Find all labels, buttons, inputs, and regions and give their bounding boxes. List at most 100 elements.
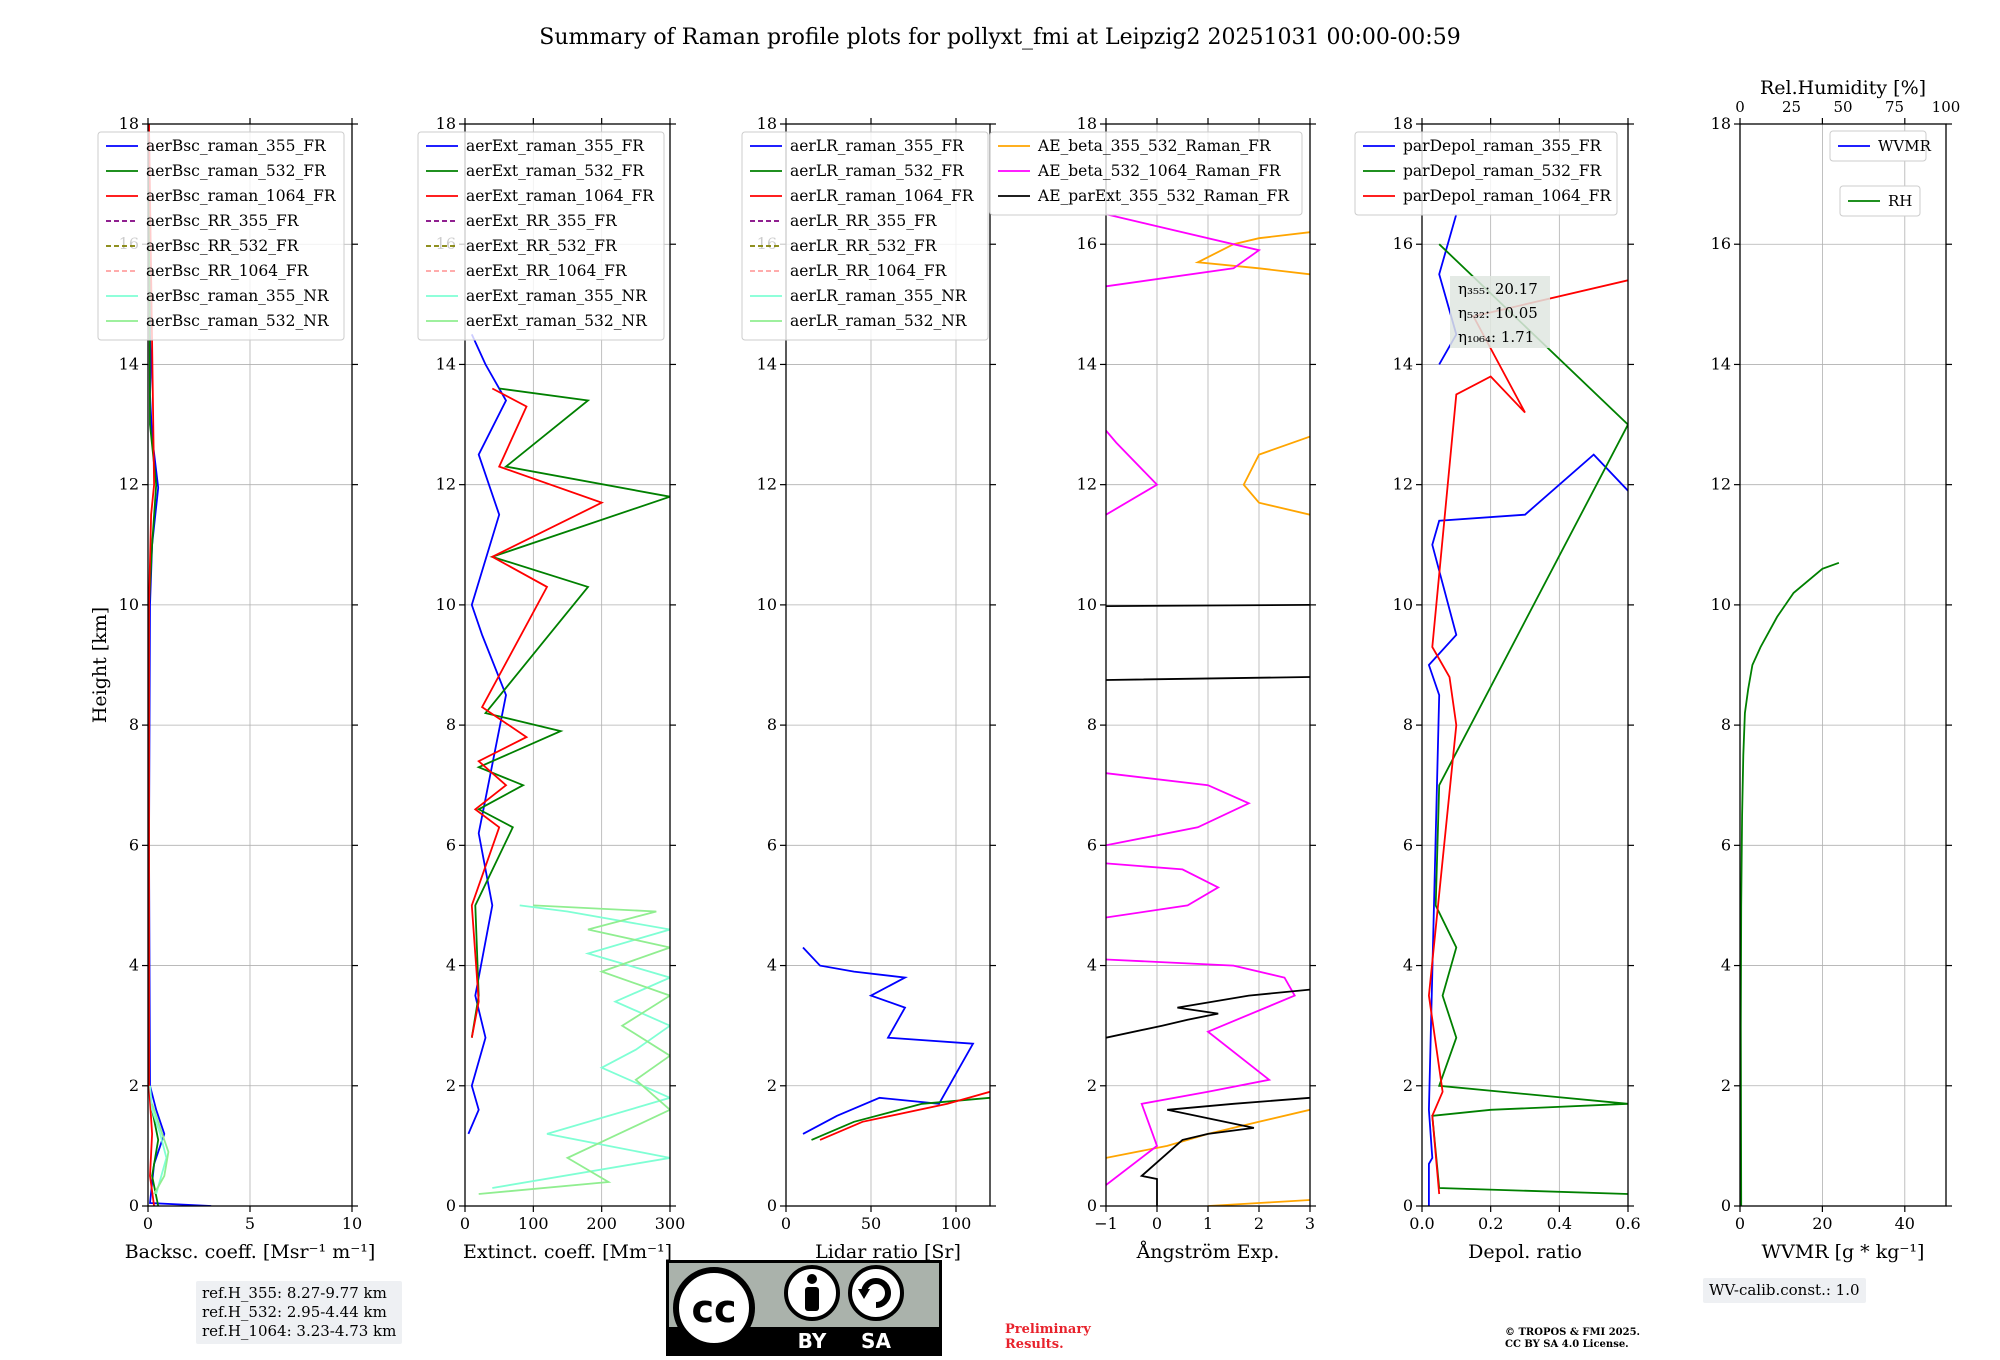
copyright-line-1: © TROPOS & FMI 2025. <box>1505 1327 1641 1338</box>
series-group <box>1427 213 1628 1206</box>
copyright-note: © TROPOS & FMI 2025. CC BY SA 4.0 Licens… <box>1505 1327 1640 1351</box>
y-tick-label: 6 <box>767 835 777 854</box>
y-tick-label: 16 <box>1393 234 1413 253</box>
y-tick-label: 12 <box>757 475 777 494</box>
y-tick-label: 12 <box>119 475 139 494</box>
legend-box <box>1829 130 1927 162</box>
axes-frame <box>1739 123 1947 1207</box>
legend-label: aerBsc_raman_532_FR <box>146 162 327 180</box>
legend-label: AE_beta_355_532_Raman_FR <box>1037 137 1272 155</box>
y-tick-label: 10 <box>436 595 456 614</box>
person-body-icon <box>805 1287 819 1311</box>
y-tick-label: 8 <box>1403 715 1413 734</box>
x-tick-label: 1 <box>1203 1214 1213 1233</box>
y-tick-label: 18 <box>1077 114 1097 133</box>
y-tick-label: 6 <box>129 835 139 854</box>
axes-frame <box>1421 123 1629 1207</box>
y-tick-label: 0 <box>1721 1196 1731 1215</box>
y-tick-label: 10 <box>1393 595 1413 614</box>
person-head-icon <box>807 1274 817 1284</box>
y-tick-label: 4 <box>1087 956 1097 975</box>
series-line-aerbsc-raman-532-nr <box>151 1103 170 1195</box>
y-tick-label: 4 <box>1403 956 1413 975</box>
series-line-aerext-raman-532-fr <box>470 387 670 1038</box>
y-tick-label: 14 <box>1077 354 1097 373</box>
y-tick-label: 14 <box>119 354 139 373</box>
x-axis-label: Lidar ratio [Sr] <box>815 1241 961 1263</box>
legend-box <box>741 131 989 341</box>
legend-label: aerLR_RR_355_FR <box>790 212 938 230</box>
top-x-tick-label: 50 <box>1833 98 1852 116</box>
eta-annotation: η₁₀₆₄: 1.71 <box>1458 328 1534 346</box>
y-tick-label: 4 <box>1721 956 1731 975</box>
y-tick-label: 2 <box>1721 1076 1731 1095</box>
series-group <box>1106 213 1310 1206</box>
panel-3: 050100024681012141618Lidar ratio [Sr]aer… <box>741 114 996 1263</box>
legend-label: parDepol_raman_532_FR <box>1403 162 1603 180</box>
y-tick-label: 6 <box>1087 835 1097 854</box>
legend-label: aerExt_raman_532_FR <box>466 162 645 180</box>
cc-sa-label: SA <box>861 1329 891 1353</box>
top-x-tick-label: 25 <box>1782 98 1801 116</box>
share-alike-arrow-icon <box>858 1289 870 1299</box>
legend-label: aerBsc_RR_1064_FR <box>146 262 310 280</box>
y-tick-label: 2 <box>767 1076 777 1095</box>
y-tick-label: 10 <box>1077 595 1097 614</box>
y-tick-label: 0 <box>1087 1196 1097 1215</box>
series-line-ae-beta-532-1064-raman-fr <box>1106 213 1296 1186</box>
share-alike-arc-icon <box>861 1278 891 1308</box>
y-tick-label: 2 <box>129 1076 139 1095</box>
series-line-aerext-raman-1064-fr <box>470 387 605 1038</box>
x-tick-label: 20 <box>1812 1214 1832 1233</box>
share-alike-icon <box>848 1265 904 1321</box>
y-tick-label: 18 <box>119 114 139 133</box>
y-tick-label: 8 <box>1721 715 1731 734</box>
copyright-line-2: CC BY SA 4.0 License. <box>1505 1339 1629 1350</box>
panel-5: 0.0 0.2 0.4 0.6 0 2 4 6 8 10 12 14 16 18 Depol. ratio p… <box>1354 114 1641 1263</box>
legend-label: aerExt_raman_1064_FR <box>466 187 655 205</box>
x-tick-label: 100 <box>941 1214 972 1233</box>
axes-frame <box>464 123 671 1207</box>
y-tick-label: 10 <box>757 595 777 614</box>
y-tick-label: 8 <box>1087 715 1097 734</box>
legend-label: aerExt_RR_1064_FR <box>466 262 628 280</box>
series-line-aerext-raman-532-nr <box>478 904 670 1195</box>
legend-label: aerExt_raman_532_NR <box>466 312 648 330</box>
x-tick-label: 0.6 <box>1615 1214 1640 1233</box>
wv-calibration-box: WV-calib.const.: 1.0 <box>1703 1278 1866 1303</box>
legend-box <box>97 131 345 341</box>
x-tick-label: 0 <box>143 1214 153 1233</box>
legend-label: aerBsc_RR_532_FR <box>146 237 300 255</box>
series-line-aerlr-raman-1064-fr <box>819 1090 990 1141</box>
series-group <box>802 946 990 1141</box>
legend: WVMR RH <box>1829 130 1932 217</box>
series-group <box>1740 561 1840 1206</box>
y-tick-label: 2 <box>1087 1076 1097 1095</box>
y-tick-label: 0 <box>446 1196 456 1215</box>
legend-label: aerLR_raman_532_FR <box>790 162 965 180</box>
x-tick-label: 0.4 <box>1547 1214 1572 1233</box>
y-tick-label: 6 <box>446 835 456 854</box>
x-tick-label: 0 <box>460 1214 470 1233</box>
y-tick-label: 4 <box>767 956 777 975</box>
x-tick-label: 40 <box>1895 1214 1915 1233</box>
legend-label: aerLR_RR_532_FR <box>790 237 938 255</box>
y-tick-label: 18 <box>757 114 777 133</box>
y-tick-label: 8 <box>767 715 777 734</box>
y-tick-label: 2 <box>1403 1076 1413 1095</box>
series-line-aerlr-raman-355-fr <box>802 946 975 1135</box>
x-tick-label: 0.2 <box>1478 1214 1503 1233</box>
series-line-aerext-raman-355-nr <box>492 904 670 1189</box>
legend-label: aerBsc_raman_355_FR <box>146 137 327 155</box>
series-line-pardepol-raman-355-fr <box>1427 213 1628 1206</box>
series-group <box>148 124 212 1206</box>
legend-box <box>989 131 1303 216</box>
x-tick-label: 3 <box>1305 1214 1315 1233</box>
x-tick-label: 0.0 <box>1409 1214 1434 1233</box>
y-tick-label: 8 <box>129 715 139 734</box>
y-tick-label: 14 <box>757 354 777 373</box>
y-tick-label: 8 <box>446 715 456 734</box>
series-line-rh <box>1740 561 1840 1206</box>
ref-h-355: ref.H_355: 8.27-9.77 km <box>202 1284 387 1302</box>
